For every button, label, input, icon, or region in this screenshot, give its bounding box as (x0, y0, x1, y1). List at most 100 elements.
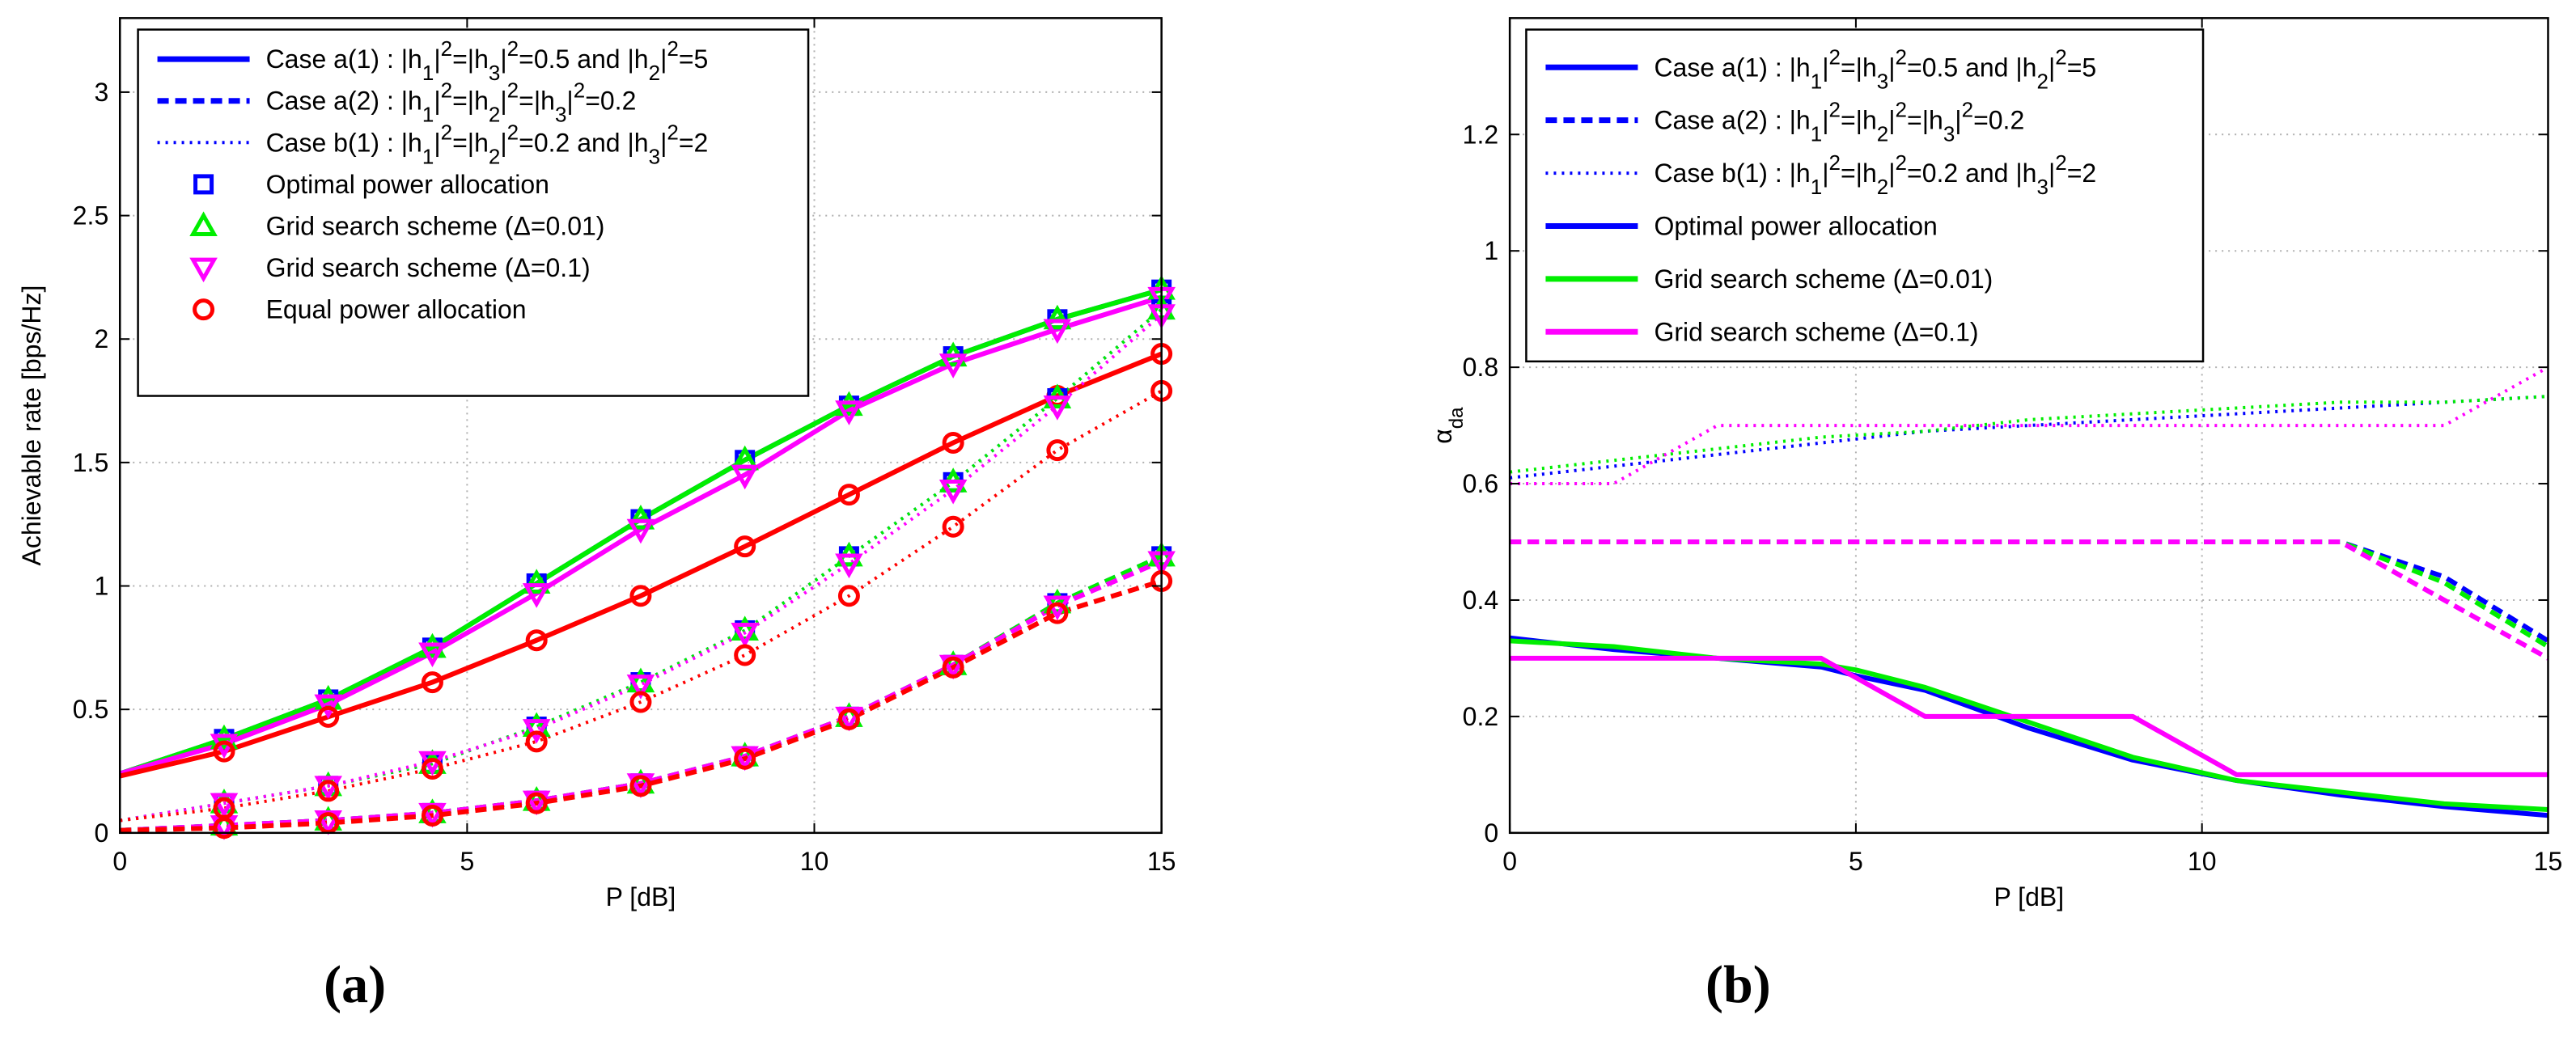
series-line-case-b-1-grid-search-scheme-0-1 (1510, 366, 2549, 486)
y-tick-label: 0.5 (73, 695, 108, 724)
legend-label-grid-search-scheme-0-01: Grid search scheme (Δ=0.01) (266, 211, 605, 240)
data-point-case-a-1-grid-search-scheme-0-1 (626, 518, 655, 544)
legend-label-optimal-power-allocation: Optimal power allocation (266, 170, 549, 199)
legend-label-grid-search-scheme-0-01: Grid search scheme (Δ=0.01) (1654, 264, 1993, 294)
data-point-case-b-1-equal-power-allocation (1046, 439, 1069, 462)
y-tick-label: 1 (1484, 236, 1498, 265)
data-point-case-a-1-grid-search-scheme-0-01 (522, 569, 551, 594)
data-point-case-a-1-equal-power-allocation (525, 629, 548, 652)
data-point-case-b-1-equal-power-allocation (629, 691, 652, 713)
panel-label-a: (a) (324, 955, 386, 1014)
x-tick-label: 15 (2534, 847, 2563, 876)
y-tick-label: 0 (94, 818, 108, 848)
data-point-case-b-1-grid-search-scheme-0-1 (626, 675, 655, 700)
y-tick-label: 0.8 (1463, 353, 1498, 382)
data-point-case-a-2-equal-power-allocation (942, 656, 964, 679)
x-tick-label: 10 (800, 847, 829, 876)
data-point-case-a-1-equal-power-allocation (317, 705, 340, 728)
legend-label-grid-search-scheme-0-1: Grid search scheme (Δ=0.1) (266, 253, 591, 282)
legend: Case a(1) : |h1|2=|h3|2=0.5 and |h2|2=5C… (137, 28, 810, 397)
x-axis-label: P [dB] (606, 882, 676, 911)
y-tick-label: 0 (1484, 818, 1498, 848)
data-point-case-a-2-equal-power-allocation (837, 708, 860, 730)
data-point-case-a-1-grid-search-scheme-0-1 (731, 464, 759, 490)
legend-box (137, 28, 810, 397)
data-point-case-a-1-equal-power-allocation (213, 740, 235, 763)
legend-marker-grid-search-scheme-0-01 (189, 211, 218, 236)
series-line-case-a-1-grid-search-scheme-0-1 (1510, 655, 2548, 777)
data-point-case-a-1-grid-search-scheme-0-1 (1043, 319, 1072, 345)
data-point-case-a-1-grid-search-scheme-0-01 (626, 505, 655, 530)
data-point-case-a-1-grid-search-scheme-0-1 (938, 353, 968, 378)
data-point-case-b-1-equal-power-allocation (421, 757, 443, 780)
data-point-case-a-2-equal-power-allocation (1046, 602, 1069, 624)
legend-label-case-a-2-h1-2-h2-2-h3-2-0-2: Case a(2) : |h1|2=|h2|2=|h3|2=0.2 (266, 78, 637, 127)
y-tick-label: 1.2 (1463, 120, 1498, 149)
y-tick-label: 1 (94, 572, 108, 601)
data-point-case-b-1-grid-search-scheme-0-01 (522, 712, 551, 738)
data-point-case-b-1-equal-power-allocation (734, 644, 756, 666)
data-point-case-a-1-equal-power-allocation (734, 535, 756, 558)
legend-label-case-a-2-h1-2-h2-2-h3-2-0-2: Case a(2) : |h1|2=|h2|2=|h3|2=0.2 (1654, 98, 2024, 146)
panel-label-b: (b) (1705, 955, 1771, 1014)
data-point-case-a-1-grid-search-scheme-0-1 (314, 694, 343, 720)
data-point-case-b-1-grid-search-scheme-0-1 (522, 719, 551, 744)
y-tick-label: 2 (94, 324, 108, 353)
x-tick-label: 15 (1147, 847, 1176, 876)
data-point-case-b-1-grid-search-scheme-0-1 (314, 776, 343, 801)
legend-label-case-b-1-h1-2-h2-2-0-2-and-h3-2-2: Case b(1) : |h1|2=|h2|2=0.2 and |h3|2=2 (266, 120, 709, 168)
y-axis-label: αda (1428, 407, 1468, 444)
x-tick-label: 10 (2188, 847, 2217, 876)
legend-label-optimal-power-allocation: Optimal power allocation (1654, 211, 1937, 240)
data-point-case-a-2-equal-power-allocation (421, 804, 443, 827)
x-tick-label: 5 (460, 847, 474, 876)
chart-panel-a: 0 5 10 15 0 0.5 1 1.5 2 2.5 3 P [dB] Achievable rate… (17, 17, 1176, 1014)
data-point-case-a-1-equal-power-allocation (942, 431, 964, 454)
data-point-case-a-1-grid-search-scheme-0-1 (418, 642, 447, 668)
x-tick-label: 0 (1502, 847, 1517, 876)
axes-frame (118, 17, 1163, 835)
x-axis-label: P [dB] (1994, 882, 2065, 911)
data-point-case-a-2-grid-search-scheme-0-01 (1043, 588, 1072, 614)
data-point-case-a-1-grid-search-scheme-0-1 (522, 583, 551, 608)
legend-label-case-a-1-h1-2-h3-2-0-5-and-h2-2-5: Case a(1) : |h1|2=|h3|2=0.5 and |h2|2=5 (266, 36, 709, 85)
legend-box (1525, 28, 2205, 363)
y-axis-label: Achievable rate [bps/Hz] (17, 285, 46, 566)
y-tick-label: 1.5 (73, 448, 108, 477)
y-tick-label: 3 (94, 78, 108, 107)
series-line-case-b-1-equal-power-allocation (119, 389, 1163, 823)
legend: Case a(1) : |h1|2=|h3|2=0.5 and |h2|2=5 C… (1525, 28, 2205, 363)
y-tick-label: 0.2 (1463, 702, 1498, 731)
legend-label-case-a-1-h1-2-h3-2-0-5-and-h2-2-5: Case a(1) : |h1|2=|h3|2=0.5 and |h2|2=5 (1654, 44, 2096, 93)
data-point-case-b-1-equal-power-allocation (213, 797, 235, 819)
data-point-case-b-1-grid-search-scheme-0-1 (1043, 395, 1072, 421)
chart-panel-b: 0 5 10 15 0 0.2 0.4 0.6 0.8 1 1.2 P [dB] αda Case a(1… (1428, 17, 2563, 1014)
data-point-case-b-1-grid-search-scheme-0-1 (835, 553, 863, 579)
data-point-case-a-1-equal-power-allocation (629, 585, 652, 607)
legend-marker-equal-power-allocation (193, 298, 215, 321)
x-tick-label: 5 (1849, 847, 1863, 876)
y-tick-label: 2.5 (73, 201, 108, 230)
data-point-case-b-1-equal-power-allocation (525, 730, 548, 753)
data-point-case-b-1-equal-power-allocation (942, 515, 964, 538)
data-point-case-a-2-equal-power-allocation (525, 792, 548, 814)
data-point-case-a-1-equal-power-allocation (837, 484, 860, 506)
y-tick-label: 0.4 (1463, 586, 1498, 615)
data-point-case-b-1-equal-power-allocation (837, 585, 860, 607)
data-point-case-b-1-equal-power-allocation (317, 780, 340, 802)
data-point-case-a-1-grid-search-scheme-0-1 (835, 400, 863, 425)
x-tick-label: 0 (112, 847, 127, 876)
legend-marker-optimal-power-allocation (193, 174, 214, 195)
legend-label-case-b-1-h1-2-h2-2-0-2-and-h3-2-2: Case b(1) : |h1|2=|h2|2=0.2 and |h3|2=2 (1654, 150, 2096, 199)
data-point-case-b-1-grid-search-scheme-0-1 (210, 793, 239, 818)
data-point-case-a-1-grid-search-scheme-0-01 (1043, 304, 1072, 330)
legend-marker-grid-search-scheme-0-1 (189, 257, 218, 283)
data-point-case-a-2-equal-power-allocation (629, 775, 652, 797)
series-line-case-a-1-equal-power-allocation (119, 351, 1163, 779)
series-line-case-a-2-grid-search-scheme-0-1 (1510, 539, 2549, 661)
data-point-case-a-2-equal-power-allocation (734, 747, 756, 770)
data-point-case-b-1-grid-search-scheme-0-01 (626, 667, 655, 693)
data-point-case-b-1-grid-search-scheme-0-01 (731, 615, 759, 641)
series-line-case-a-2-equal-power-allocation (120, 578, 1163, 833)
